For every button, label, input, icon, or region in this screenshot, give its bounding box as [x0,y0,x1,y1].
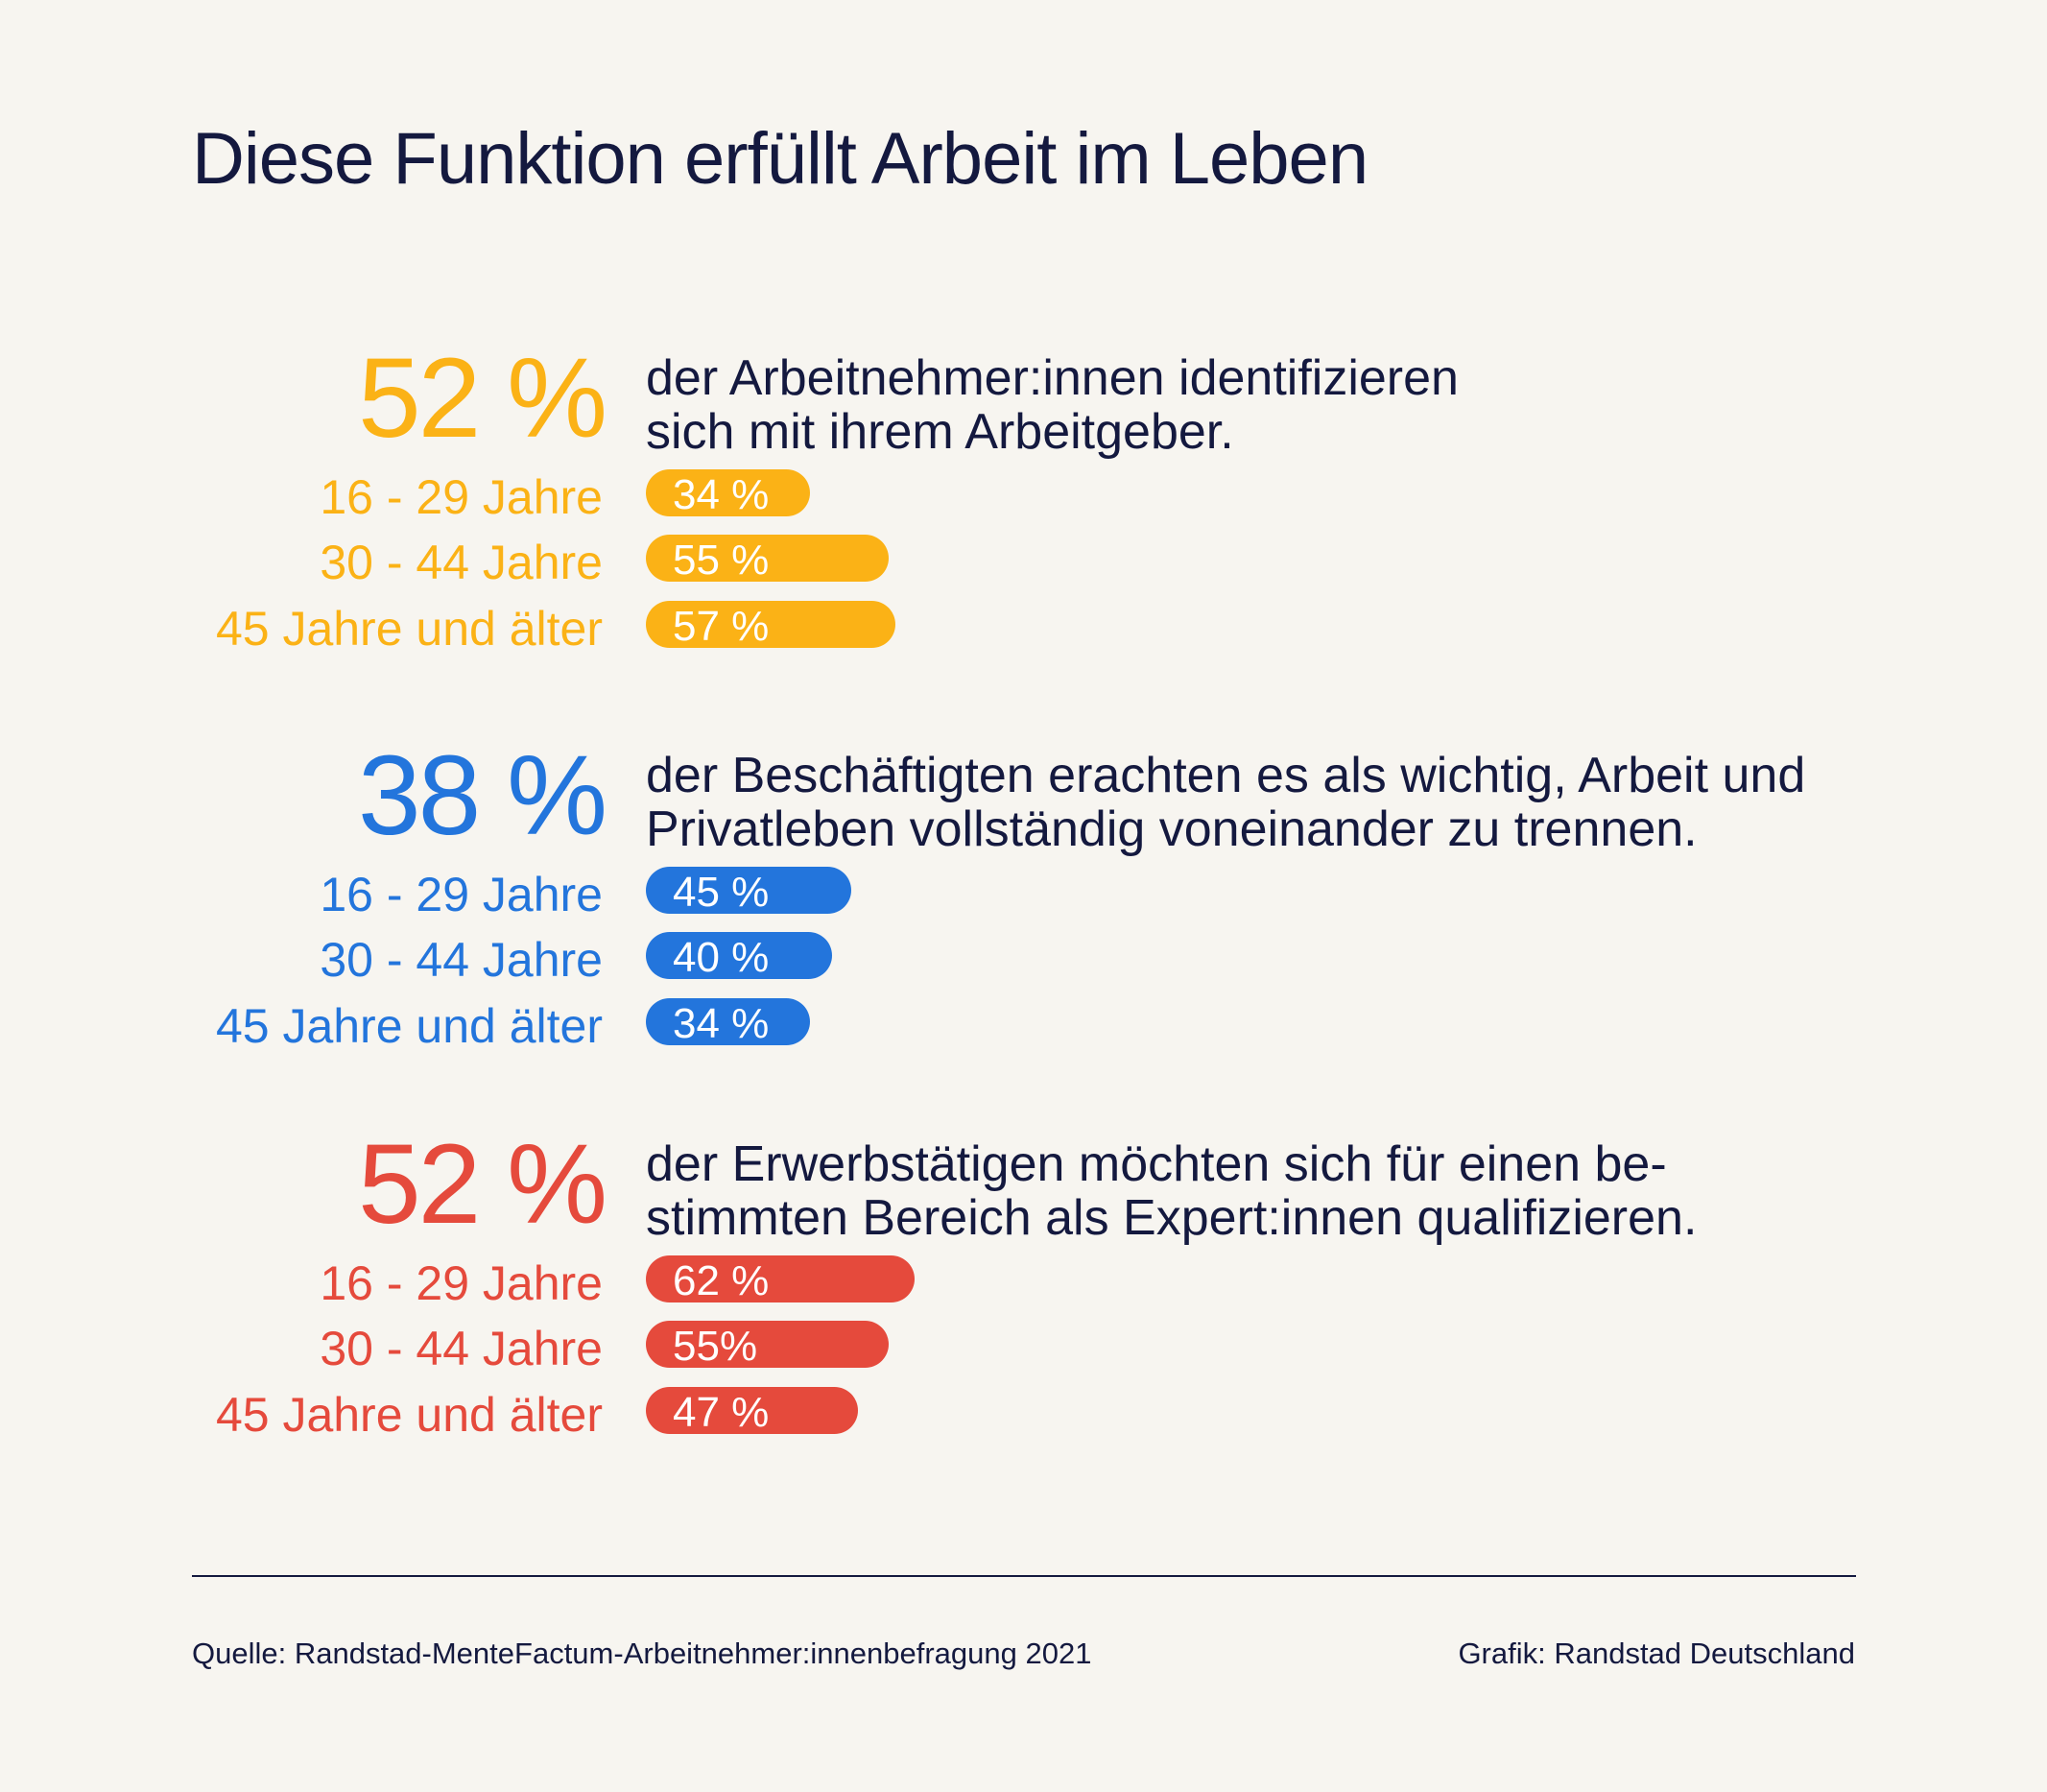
headline-statement: der Erwerbstätigen möchten sich für eine… [646,1137,1893,1245]
age-group-label: 45 Jahre und älter [215,602,603,656]
bar: 34 % [646,998,810,1047]
headline-statement: der Beschäftigten erachten es als wichti… [646,749,1893,856]
chart-section-2: 38 % der Beschäftigten erachten es als wi… [0,739,2047,1123]
headline-percentage: 52 % [358,335,607,462]
bar: 47 % [646,1387,859,1436]
bar-value-label: 34 % [673,471,770,518]
age-group-label: 16 - 29 Jahre [320,868,603,921]
age-group-label: 16 - 29 Jahre [320,470,603,524]
bar: 55% [646,1321,889,1370]
age-group-label: 45 Jahre und älter [215,999,603,1053]
bar-value-label: 55% [673,1323,758,1370]
bar-value-label: 55 % [673,537,770,584]
bar: 45 % [646,867,851,916]
bar-value-label: 45 % [673,869,770,916]
bar-value-label: 62 % [673,1257,770,1304]
age-group-label: 45 Jahre und älter [215,1388,603,1442]
bar: 57 % [646,601,896,650]
headline-percentage: 38 % [358,732,607,859]
footer-divider [192,1575,1856,1577]
chart-section-1: 52 % der Arbeitnehmer:innen identifiziere… [0,342,2047,726]
age-group-label: 16 - 29 Jahre [320,1256,603,1310]
bar-value-label: 34 % [673,1000,770,1047]
chart-title: Diese Funktion erfüllt Arbeit im Leben [192,118,1369,200]
bar-value-label: 40 % [673,934,770,981]
headline-statement: der Arbeitnehmer:innen identifizieren sic… [646,351,1893,459]
bar-value-label: 57 % [673,603,770,650]
bar: 62 % [646,1255,915,1304]
headline-line: Privatleben vollständig voneinander zu t… [646,801,1698,857]
bar: 55 % [646,535,889,584]
age-group-label: 30 - 44 Jahre [320,1322,603,1375]
headline-line: sich mit ihrem Arbeitgeber. [646,404,1234,460]
bar: 34 % [646,469,810,518]
age-group-label: 30 - 44 Jahre [320,933,603,987]
graphic-credit: Grafik: Randstad Deutschland [1458,1637,1855,1670]
age-group-label: 30 - 44 Jahre [320,536,603,589]
headline-line: stimmten Bereich als Expert:innen qualif… [646,1190,1698,1246]
headline-line: der Arbeitnehmer:innen identifizieren [646,350,1459,406]
headline-line: der Beschäftigten erachten es als wichti… [646,748,1806,803]
bar-value-label: 47 % [673,1389,770,1436]
bar: 40 % [646,932,832,981]
source-note: Quelle: Randstad-MenteFactum-Arbeitnehme… [192,1637,1092,1670]
chart-section-3: 52 % der Erwerbstätigen möchten sich für … [0,1128,2047,1512]
headline-line: der Erwerbstätigen möchten sich für eine… [646,1136,1667,1192]
headline-percentage: 52 % [358,1121,607,1248]
